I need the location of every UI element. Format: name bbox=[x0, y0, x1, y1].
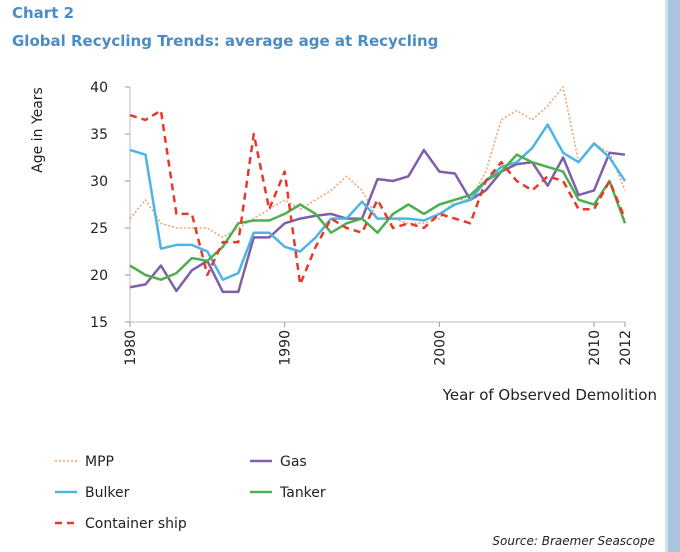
y-tick-label: 15 bbox=[90, 315, 108, 331]
series-line bbox=[129, 86, 626, 239]
x-tick-label: 2000 bbox=[432, 330, 448, 366]
legend-label: Gas bbox=[280, 454, 307, 470]
y-tick-label: 30 bbox=[90, 174, 108, 190]
x-axis-label: Year of Observed Demolition bbox=[442, 386, 657, 404]
y-tick-label: 35 bbox=[90, 127, 108, 143]
legend-label: Bulker bbox=[85, 485, 130, 501]
series-line bbox=[129, 148, 626, 294]
source: Source: Braemer Seascope bbox=[492, 534, 655, 548]
series-line bbox=[129, 109, 627, 286]
series-line bbox=[129, 153, 627, 281]
y-tick-label: 40 bbox=[90, 80, 108, 96]
x-tick-label: 1980 bbox=[123, 330, 139, 366]
x-tick-label: 2012 bbox=[618, 330, 634, 366]
series-line bbox=[129, 123, 627, 281]
x-tick-label: 1990 bbox=[278, 330, 294, 366]
legend-label: Tanker bbox=[279, 485, 326, 501]
chart-title: Chart 2 bbox=[12, 4, 74, 22]
y-axis-label: Age in Years bbox=[30, 87, 46, 173]
x-tick-label: 2010 bbox=[587, 330, 603, 366]
legend-label: MPP bbox=[85, 454, 114, 470]
chart: Chart 2 Global Recycling Trends: average… bbox=[12, 4, 657, 548]
y-tick-label: 20 bbox=[90, 268, 108, 284]
y-tick-label: 25 bbox=[90, 221, 108, 237]
chart-subtitle: Global Recycling Trends: average age at … bbox=[12, 32, 438, 50]
legend-label: Container ship bbox=[85, 516, 187, 532]
